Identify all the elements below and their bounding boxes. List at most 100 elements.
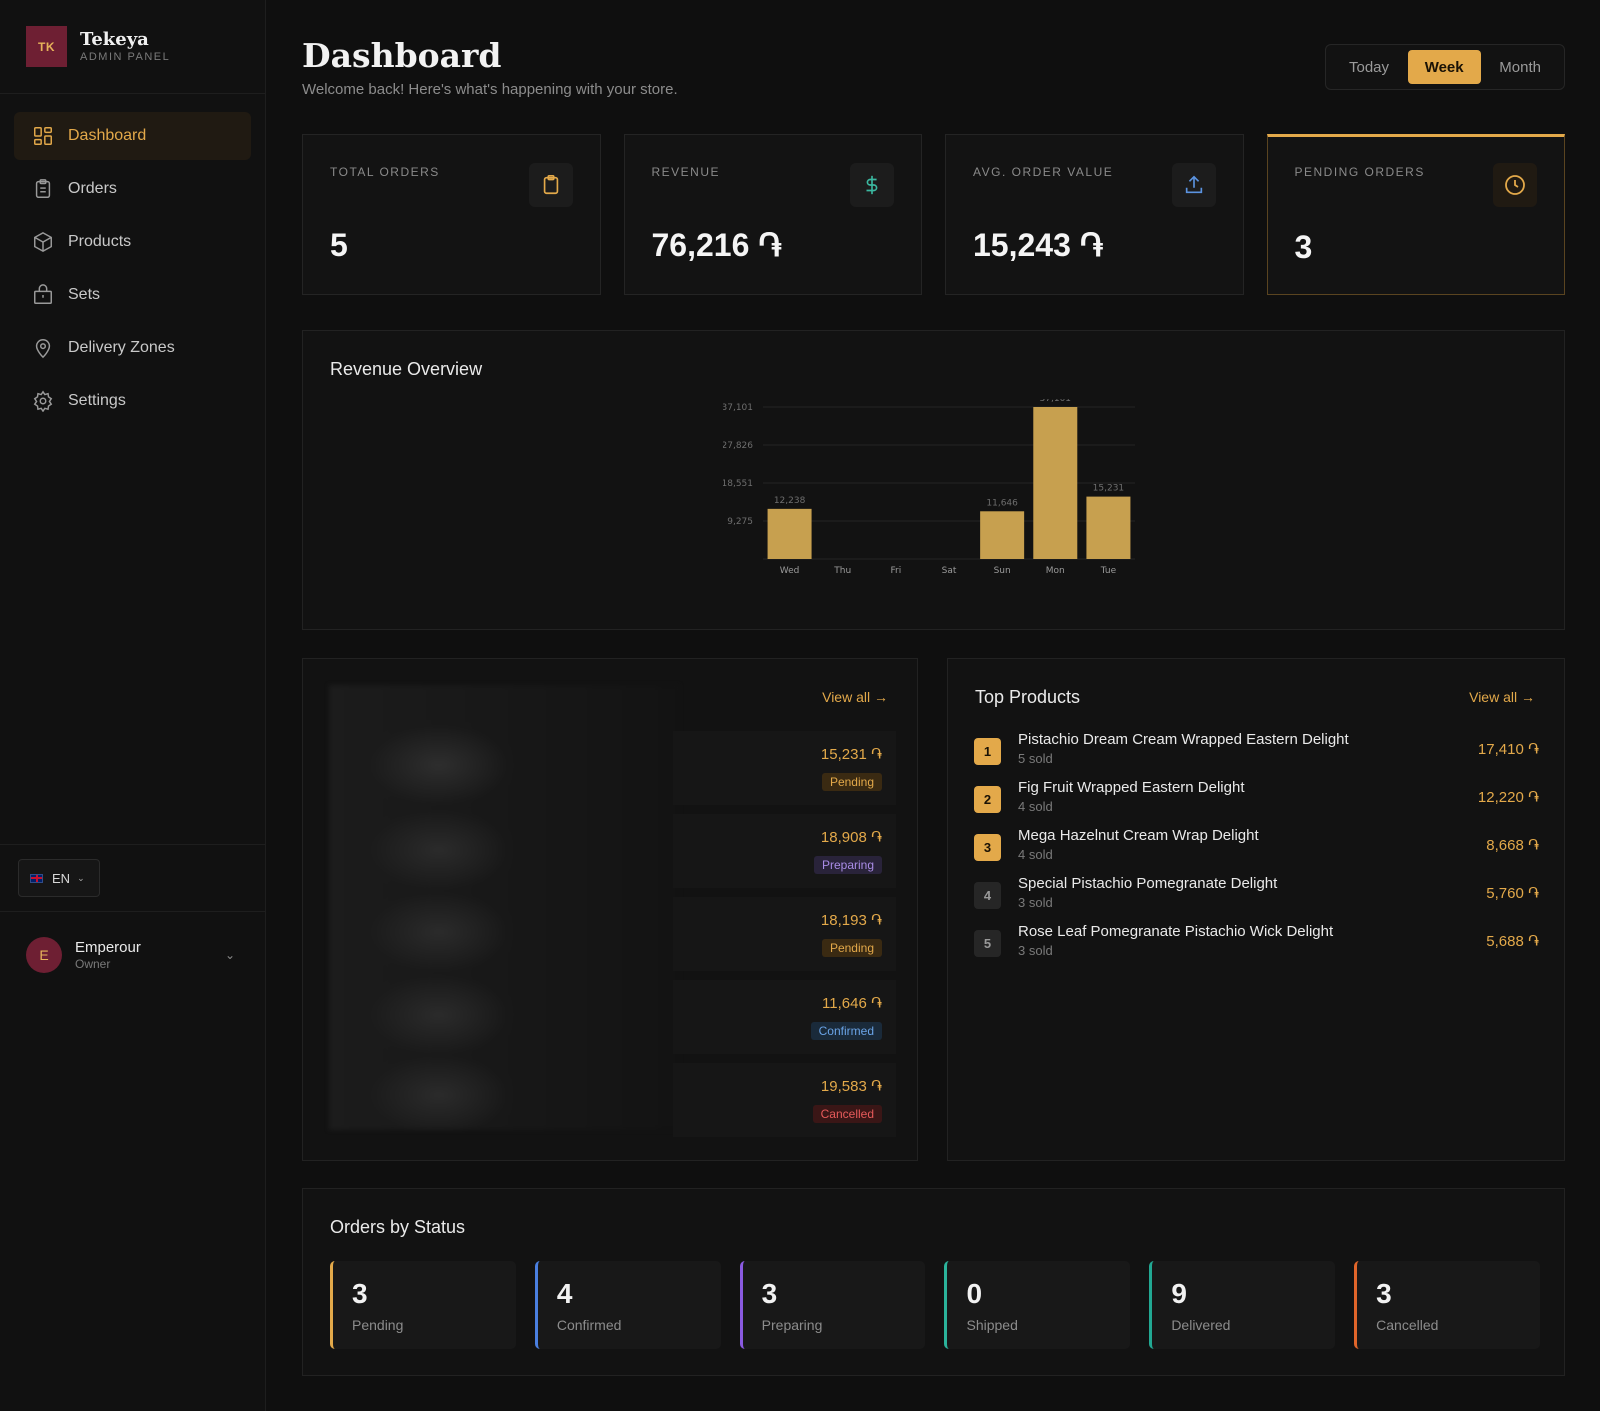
x-tick-label: Thu [833, 566, 851, 576]
product-row[interactable]: 5 Rose Leaf Pomegranate Pistachio Wick D… [974, 923, 1539, 963]
status-count: 4 [556, 1278, 573, 1309]
y-tick-label: 18,551 [723, 479, 753, 489]
chart-bar [1086, 496, 1131, 559]
status-label: Delivered [1171, 1317, 1231, 1333]
product-name: Special Pistachio Pomegranate Delight [1018, 875, 1278, 892]
user-menu[interactable]: E Emperour Owner ⌄ [26, 930, 241, 980]
status-card-pending[interactable]: 3 Pending [330, 1261, 516, 1349]
y-tick-label: 37,101 [723, 403, 753, 413]
range-week-button[interactable]: Week [1407, 50, 1481, 84]
sidebar-item-sets[interactable]: Sets [14, 271, 251, 319]
sidebar-item-delivery-zones[interactable]: Delivery Zones [14, 324, 251, 372]
avatar: E [26, 937, 62, 973]
status-count: 3 [352, 1278, 368, 1309]
gear-icon [33, 390, 53, 412]
sidebar-item-label: Settings [68, 392, 126, 409]
brand: TK Tekeya ADMIN PANEL [0, 0, 265, 94]
order-row[interactable]: 18,193 ֏ Pending [673, 897, 896, 971]
product-row[interactable]: 1 Pistachio Dream Cream Wrapped Eastern … [974, 731, 1539, 771]
bar-value-label: 11,646 [986, 498, 1018, 508]
product-sold: 3 sold [1018, 895, 1053, 910]
box-icon [34, 231, 52, 253]
page-title: Dashboard [302, 36, 502, 75]
recent-orders-panel: View all → 15,231 ֏ Pending 18,908 ֏ Pre… [302, 658, 918, 1161]
status-cards: 3 Pending 4 Confirmed 3 Preparing 0 Ship… [330, 1261, 1540, 1349]
date-range-toggle: Today Week Month [1325, 44, 1565, 90]
stat-card-pending-orders: PENDING ORDERS 3 [1266, 134, 1565, 295]
gift-box-icon [34, 284, 52, 304]
sidebar-item-label: Products [68, 233, 132, 250]
view-all-orders-link[interactable]: View all → [822, 689, 888, 705]
x-tick-label: Tue [1100, 566, 1117, 576]
bar-value-label: 37,101 [1040, 399, 1072, 404]
x-tick-label: Sun [994, 566, 1011, 576]
stats-row: TOTAL ORDERS 5 REVENUE 76,216 ֏ AVG. ORD… [302, 134, 1565, 295]
product-row[interactable]: 2 Fig Fruit Wrapped Eastern Delight 4 so… [974, 779, 1539, 819]
product-sold: 4 sold [1018, 799, 1053, 814]
sidebar-item-products[interactable]: Products [14, 218, 251, 266]
order-row[interactable]: 19,583 ֏ Cancelled [673, 1063, 896, 1137]
top-products-panel: Top Products View all → 1 Pistachio Drea… [947, 658, 1565, 1161]
bar-value-label: 12,238 [774, 496, 806, 506]
status-label: Shipped [966, 1317, 1018, 1333]
brand-name: Tekeya [80, 28, 149, 50]
dashboard-icon [34, 127, 52, 145]
product-row[interactable]: 3 Mega Hazelnut Cream Wrap Delight 4 sol… [974, 827, 1539, 867]
dollar-icon [850, 163, 894, 207]
sidebar-nav: Dashboard Orders Products Sets Delivery … [0, 94, 265, 448]
status-card-confirmed[interactable]: 4 Confirmed [534, 1261, 721, 1349]
status-badge: Preparing [813, 856, 882, 874]
order-row[interactable]: 15,231 ֏ Pending [673, 731, 896, 805]
status-card-cancelled[interactable]: 3 Cancelled [1354, 1261, 1540, 1349]
range-today-button[interactable]: Today [1349, 58, 1390, 76]
order-row[interactable]: 18,908 ֏ Preparing [673, 814, 896, 888]
product-sold: 5 sold [1018, 751, 1053, 766]
range-month-button[interactable]: Month [1499, 58, 1541, 76]
brand-logo: TK [26, 26, 67, 67]
product-name: Pistachio Dream Cream Wrapped Eastern De… [1018, 731, 1349, 748]
x-tick-label: Fri [890, 566, 901, 576]
language-selector[interactable]: EN ⌄ [18, 859, 100, 897]
product-sold: 4 sold [1018, 847, 1053, 862]
sidebar-item-settings[interactable]: Settings [14, 377, 251, 425]
y-tick-label: 27,826 [723, 441, 753, 451]
status-label: Cancelled [1376, 1317, 1439, 1333]
status-card-delivered[interactable]: 9 Delivered [1149, 1261, 1336, 1349]
rank-badge: 4 [974, 882, 1001, 909]
product-row[interactable]: 4 Special Pistachio Pomegranate Delight … [974, 875, 1539, 915]
clipboard-icon [528, 163, 573, 207]
order-amount: 11,646 ֏ [822, 995, 882, 1012]
panel-title: Orders by Status [330, 1217, 466, 1237]
sidebar-item-dashboard[interactable]: Dashboard [14, 112, 251, 160]
sidebar-item-orders[interactable]: Orders [14, 165, 251, 213]
chevron-down-icon: ⌄ [77, 872, 85, 883]
status-badge: Pending [821, 773, 882, 791]
status-card-shipped[interactable]: 0 Shipped [944, 1261, 1131, 1349]
status-label: Preparing [761, 1317, 823, 1333]
stat-value: 3 [1294, 229, 1313, 265]
status-card-preparing[interactable]: 3 Preparing [739, 1261, 926, 1349]
revenue-bar-chart: 37,101 27,826 18,551 9,275 12,238 Wed Thu Fri Sa… [723, 399, 1135, 576]
blurred-order-details [329, 685, 679, 1130]
stat-value: 76,216 ֏ [651, 227, 782, 263]
status-label: Pending [352, 1317, 404, 1333]
status-badge: Pending [821, 939, 882, 957]
panel-title: Top Products [975, 687, 1081, 707]
status-count: 3 [761, 1278, 778, 1309]
status-count: 3 [1376, 1278, 1392, 1309]
user-name: Emperour [75, 939, 141, 956]
map-pin-icon [35, 339, 51, 359]
revenue-overview-panel: Revenue Overview 37,101 27,826 18,551 9,275… [302, 330, 1565, 630]
product-revenue: 5,688 ֏ [1486, 933, 1539, 950]
stat-value: 5 [330, 227, 348, 263]
product-revenue: 12,220 ֏ [1477, 789, 1539, 806]
rank-badge: 3 [974, 834, 1001, 861]
stat-label: AVG. ORDER VALUE [973, 165, 1114, 179]
sidebar: TK Tekeya ADMIN PANEL Dashboard Orders P… [0, 0, 266, 1411]
chart-bar [1033, 407, 1078, 559]
stat-label: TOTAL ORDERS [330, 165, 440, 179]
view-all-products-link[interactable]: View all → [1469, 689, 1535, 705]
order-row[interactable]: 11,646 ֏ Confirmed [673, 980, 896, 1054]
status-count: 0 [966, 1278, 983, 1309]
status-badge: Confirmed [810, 1022, 882, 1040]
